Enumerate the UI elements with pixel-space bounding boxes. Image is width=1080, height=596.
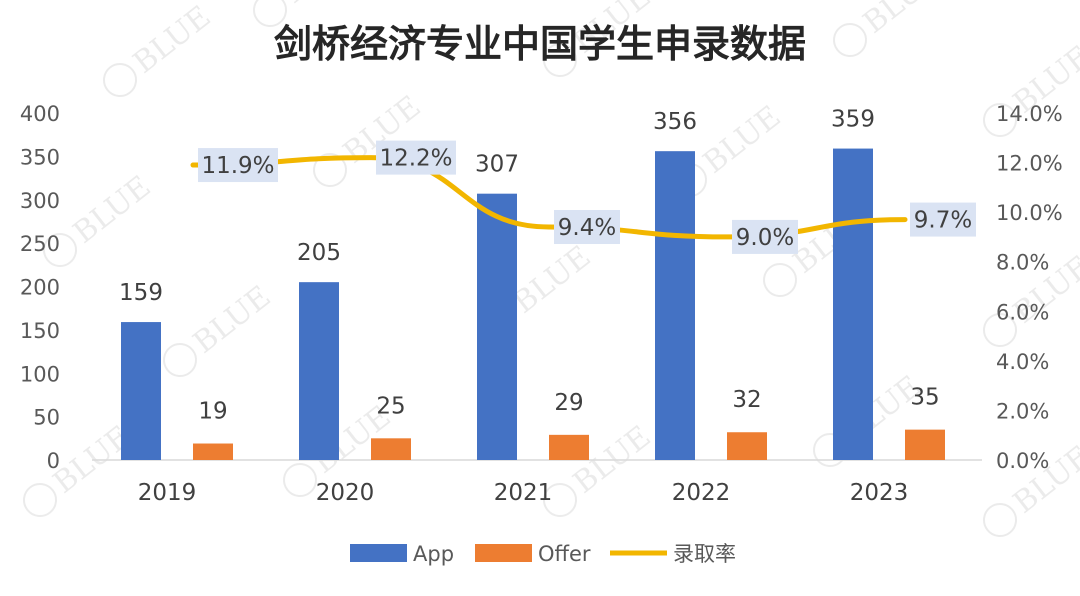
bar-offer [193,443,233,460]
x-tick-label: 2019 [138,480,197,506]
y-right-tick-label: 4.0% [996,350,1049,374]
y-right-tick-label: 10.0% [996,201,1063,225]
watermark-text: BLUE [507,239,598,320]
watermark-text: BLUE [697,99,788,180]
legend-label: 录取率 [673,542,736,566]
y-left-tick-label: 0 [47,449,60,473]
bar-offer [371,438,411,460]
watermark-shield-icon [983,313,1017,347]
rate-label: 9.7% [914,208,972,234]
watermark-shield-icon [23,483,57,517]
bar-app [833,148,873,460]
watermark: BLUE [43,169,158,267]
y-right-tick-label: 8.0% [996,251,1049,275]
y-left-tick-label: 300 [20,189,60,213]
watermark-shield-icon [543,483,577,517]
y-left-tick-label: 400 [20,102,60,126]
data-label-app: 159 [119,280,163,306]
watermark-shield-icon [543,43,577,77]
watermark-shield-icon [983,503,1017,537]
rate-line [190,155,908,240]
data-label-offer: 35 [910,385,939,411]
rate-label-box [376,140,456,175]
data-label-app: 359 [831,107,875,133]
watermark-shield-icon [163,343,197,377]
y-left-tick-label: 100 [20,362,60,386]
bar-app [477,193,517,461]
bar-offer [727,432,767,460]
rate-label-box [732,219,798,254]
legend-swatch-app [350,544,407,562]
watermark-shield-icon [983,103,1017,137]
y-left-tick-label: 150 [20,319,60,343]
watermark-shield-icon [763,263,797,297]
y-right-axis: 0.0% 2.0% 4.0% 6.0% 8.0% 10.0% 12.0% 14.0% [996,102,1063,473]
rate-line-series: 11.9% 12.2% 9.4% 9.0% 9.7% [190,140,976,254]
watermark: BLUE [833,0,948,57]
watermark-text: BLUE [277,0,368,11]
x-tick-label: 2022 [672,480,731,506]
y-left-tick-label: 350 [20,145,60,169]
x-tick-label: 2021 [494,480,553,506]
y-left-tick-label: 50 [33,406,60,430]
y-right-tick-label: 0.0% [996,449,1049,473]
legend-label: App [413,542,454,566]
legend-label: Offer [538,542,591,566]
data-label-app: 356 [653,109,697,135]
watermark-text: BLUE [127,0,218,81]
rate-label: 9.0% [736,225,794,251]
data-label-app: 307 [475,152,519,178]
y-left-tick-label: 250 [20,232,60,256]
y-left-axis: 0 50 100 150 200 250 300 350 400 [20,102,60,473]
watermark-text: BLUE [67,169,158,250]
watermark: BLUE [163,279,278,377]
y-right-tick-label: 2.0% [996,399,1049,423]
watermark-text: BLUE [857,0,948,41]
watermark-shield-icon [43,233,77,267]
y-left-tick-label: 200 [20,276,60,300]
watermark-shield-icon [253,0,287,27]
watermark-shield-icon [283,463,317,497]
data-label-offer: 29 [554,390,583,416]
watermark-shield-icon [833,23,867,57]
rate-label-box [554,210,620,245]
data-label-app: 205 [297,240,341,266]
data-label-offer: 25 [376,393,405,419]
watermark: BLUE [103,0,218,97]
watermark-text: BLUE [187,279,278,360]
bar-offer [905,429,945,460]
x-tick-label: 2020 [316,480,375,506]
bar-offer [549,434,589,460]
y-right-tick-label: 12.0% [996,152,1063,176]
watermark: BLUE [983,39,1080,137]
rate-label: 11.9% [201,153,274,179]
y-right-tick-label: 6.0% [996,300,1049,324]
bar-app [121,322,161,460]
y-right-tick-label: 14.0% [996,102,1063,126]
watermark-shield-icon [103,63,137,97]
rate-label-box [198,148,278,183]
rate-label: 9.4% [558,215,616,241]
bar-series: 159 205 307 356 359 19 25 29 32 35 [119,107,945,461]
rate-label: 12.2% [379,146,452,172]
x-axis: 2019 2020 2021 2022 2023 [138,480,909,506]
chart-title: 剑桥经济专业中国学生申录数据 [274,22,806,66]
watermark: BLUE [23,419,137,517]
data-label-offer: 32 [732,387,761,413]
legend-swatch-offer [475,544,532,562]
bar-app [299,282,339,460]
x-tick-label: 2023 [850,480,909,506]
legend: App Offer 录取率 [350,542,736,566]
bar-app [655,151,695,461]
data-label-offer: 19 [198,399,227,425]
rate-label-box [910,202,976,237]
